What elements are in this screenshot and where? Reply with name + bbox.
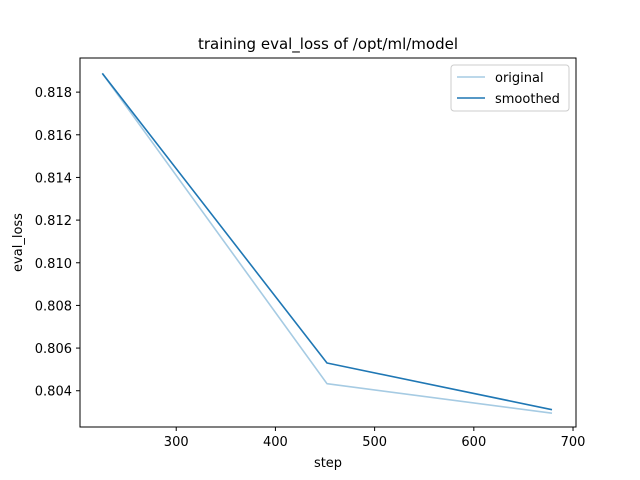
- x-tick-label: 300: [164, 435, 189, 450]
- x-axis: 300 400 500 600 700: [164, 427, 586, 450]
- y-tick-label: 0.806: [35, 342, 72, 357]
- y-tick-label: 0.804: [35, 385, 72, 400]
- y-axis: 0.804 0.806 0.808 0.810 0.812 0.814 0.816 0.818: [35, 86, 80, 400]
- legend-label-smoothed: smoothed: [495, 92, 560, 107]
- x-tick-label: 700: [561, 435, 586, 450]
- legend-label-original: original: [495, 71, 544, 86]
- y-tick-label: 0.814: [35, 171, 72, 186]
- plot-area: [101, 72, 553, 414]
- x-tick-label: 400: [263, 435, 288, 450]
- chart-title: training eval_loss of /opt/ml/model: [198, 35, 458, 54]
- y-tick-label: 0.812: [35, 214, 72, 229]
- y-tick-label: 0.818: [35, 86, 72, 101]
- y-tick-label: 0.816: [35, 129, 72, 144]
- y-tick-label: 0.810: [35, 257, 72, 272]
- series-line-original: [101, 72, 553, 414]
- legend: original smoothed: [450, 64, 570, 112]
- series-line-smoothed: [101, 72, 553, 411]
- axes-frame: [79, 57, 577, 428]
- x-axis-label: step: [314, 456, 342, 471]
- y-tick-label: 0.808: [35, 299, 72, 314]
- x-tick-label: 500: [362, 435, 387, 450]
- x-tick-label: 600: [461, 435, 486, 450]
- y-axis-label: eval_loss: [11, 213, 26, 272]
